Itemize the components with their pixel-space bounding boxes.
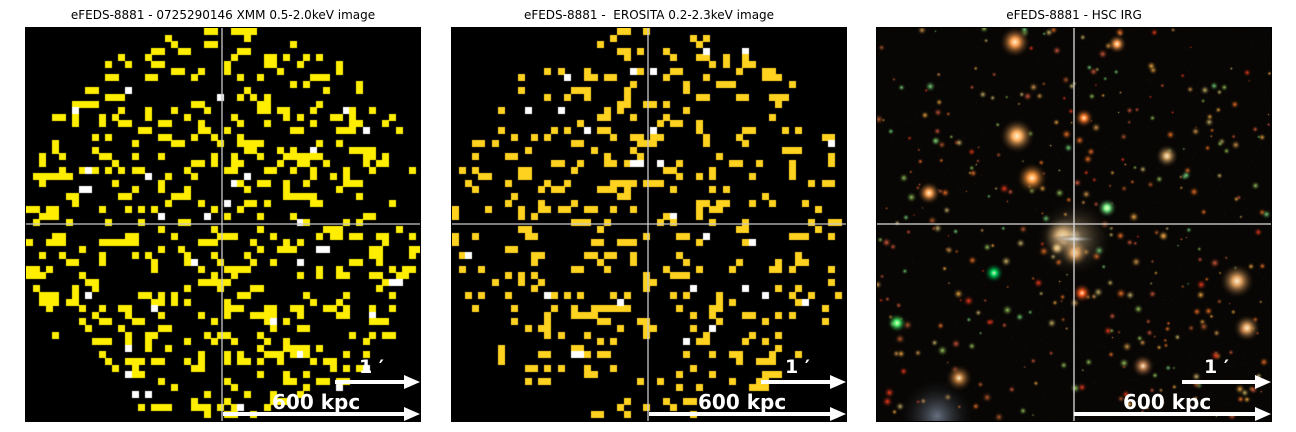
panel-hsc: eFEDS-8881 - HSC IRG 1 ′ 600 kpc: [876, 0, 1276, 432]
arcmin-label: 1 ′: [785, 356, 810, 378]
panel-title: eFEDS-8881 - 0725290146 XMM 0.5-2.0keV i…: [70, 8, 376, 22]
panel-erosita: eFEDS-8881 - EROSITA 0.2-2.3keV image 1 …: [451, 0, 851, 432]
arcmin-label: 1 ′: [359, 356, 384, 378]
hsc-image: 1 ′ 600 kpc: [876, 27, 1272, 422]
erosita-image: 1 ′ 600 kpc: [451, 27, 847, 422]
xmm-image: 1 ′ 600 kpc: [25, 27, 421, 422]
kpc-label: 600 kpc: [698, 390, 787, 414]
panel-title: eFEDS-8881 - EROSITA 0.2-2.3keV image: [523, 8, 775, 22]
panel-title: eFEDS-8881 - HSC IRG: [1006, 8, 1142, 22]
panel-xmm: eFEDS-8881 - 0725290146 XMM 0.5-2.0keV i…: [25, 0, 425, 432]
arcmin-label: 1 ′: [1204, 356, 1229, 378]
kpc-label: 600 kpc: [1123, 390, 1212, 414]
kpc-label: 600 kpc: [272, 390, 361, 414]
